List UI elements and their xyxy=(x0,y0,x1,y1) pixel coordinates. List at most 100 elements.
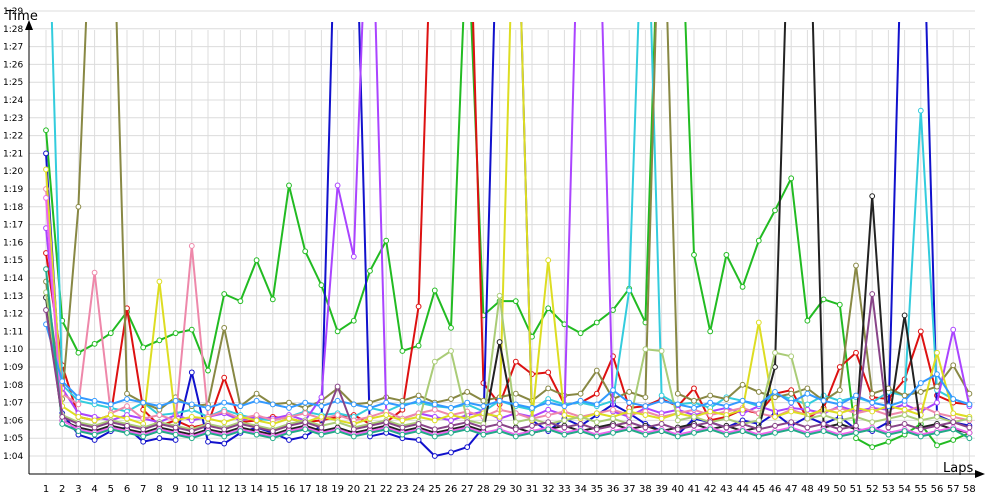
x-tick-label: 4 xyxy=(91,484,97,495)
data-point xyxy=(367,415,373,422)
data-point xyxy=(448,396,454,402)
data-point xyxy=(448,429,454,436)
data-point xyxy=(512,390,519,397)
data-point xyxy=(221,408,228,415)
data-point xyxy=(610,422,616,429)
y-tick-label: 1:05 xyxy=(3,434,23,444)
data-point xyxy=(545,426,552,433)
data-point xyxy=(156,403,163,410)
x-tick-label: 45 xyxy=(752,484,765,495)
data-point xyxy=(723,403,730,410)
data-point xyxy=(820,397,827,404)
data-point xyxy=(302,433,309,440)
data-point xyxy=(286,405,292,411)
x-tick-label: 11 xyxy=(202,484,215,495)
data-point xyxy=(529,422,535,429)
data-point xyxy=(691,397,697,404)
data-point xyxy=(221,399,228,406)
data-point xyxy=(772,422,778,429)
data-point xyxy=(188,369,195,376)
data-point xyxy=(140,433,147,440)
data-point xyxy=(545,419,552,426)
data-point xyxy=(221,374,228,381)
data-point xyxy=(934,442,940,449)
data-point xyxy=(383,419,390,426)
data-point xyxy=(107,412,114,418)
data-point xyxy=(545,406,552,413)
data-point xyxy=(156,435,163,442)
data-point xyxy=(836,417,843,424)
data-point xyxy=(253,424,260,431)
data-point xyxy=(75,401,82,408)
data-point xyxy=(253,390,260,397)
data-point xyxy=(642,424,649,431)
data-point xyxy=(367,405,373,411)
data-point xyxy=(577,428,584,434)
data-point xyxy=(124,403,130,410)
data-point xyxy=(253,397,260,404)
data-point xyxy=(302,405,309,411)
data-point xyxy=(172,437,179,443)
data-point xyxy=(140,438,147,445)
data-point xyxy=(869,408,876,415)
data-point xyxy=(399,431,406,438)
x-tick-label: 50 xyxy=(833,484,846,495)
data-point xyxy=(788,408,795,415)
data-point xyxy=(59,421,66,427)
data-point xyxy=(610,415,616,422)
data-point xyxy=(91,424,98,431)
data-point xyxy=(610,429,616,436)
data-point xyxy=(577,397,584,404)
data-point xyxy=(205,415,211,422)
data-point xyxy=(869,390,876,397)
data-point xyxy=(367,429,373,436)
data-point xyxy=(561,403,568,410)
data-point xyxy=(691,422,697,429)
data-point xyxy=(723,251,730,258)
series-line xyxy=(45,293,970,433)
data-point xyxy=(253,412,260,418)
y-tick-label: 1:29 xyxy=(3,7,23,17)
data-point xyxy=(91,397,98,404)
data-point xyxy=(885,424,892,431)
data-point xyxy=(269,428,276,434)
data-point xyxy=(707,426,714,433)
data-point xyxy=(836,301,843,308)
data-point xyxy=(901,312,908,319)
data-point xyxy=(626,389,633,395)
data-point xyxy=(642,412,649,418)
data-point xyxy=(43,307,49,313)
data-point xyxy=(917,380,924,386)
data-point xyxy=(415,437,422,443)
data-point xyxy=(626,419,633,426)
data-point xyxy=(772,429,778,436)
data-point xyxy=(658,392,665,399)
data-point xyxy=(318,403,325,410)
data-point xyxy=(658,397,665,404)
data-point xyxy=(367,422,373,429)
y-axis-label: Time xyxy=(5,9,38,24)
data-point xyxy=(367,267,373,274)
data-point xyxy=(156,421,163,427)
data-point xyxy=(91,340,98,347)
data-point xyxy=(820,421,827,427)
x-tick-label: 38 xyxy=(639,484,652,495)
data-point xyxy=(334,428,341,434)
data-point xyxy=(91,417,98,424)
data-point xyxy=(755,319,762,326)
data-point xyxy=(691,251,697,258)
data-point xyxy=(901,421,908,427)
x-tick-label: 55 xyxy=(914,484,927,495)
x-tick-label: 29 xyxy=(493,484,506,495)
data-point xyxy=(415,392,422,399)
data-point xyxy=(934,349,940,356)
data-point xyxy=(836,410,843,417)
data-point xyxy=(658,428,665,434)
data-point xyxy=(269,435,276,442)
data-point xyxy=(480,403,487,410)
data-point xyxy=(545,369,552,376)
data-point xyxy=(221,433,228,440)
x-tick-label: 22 xyxy=(380,484,393,495)
data-point xyxy=(917,107,924,114)
